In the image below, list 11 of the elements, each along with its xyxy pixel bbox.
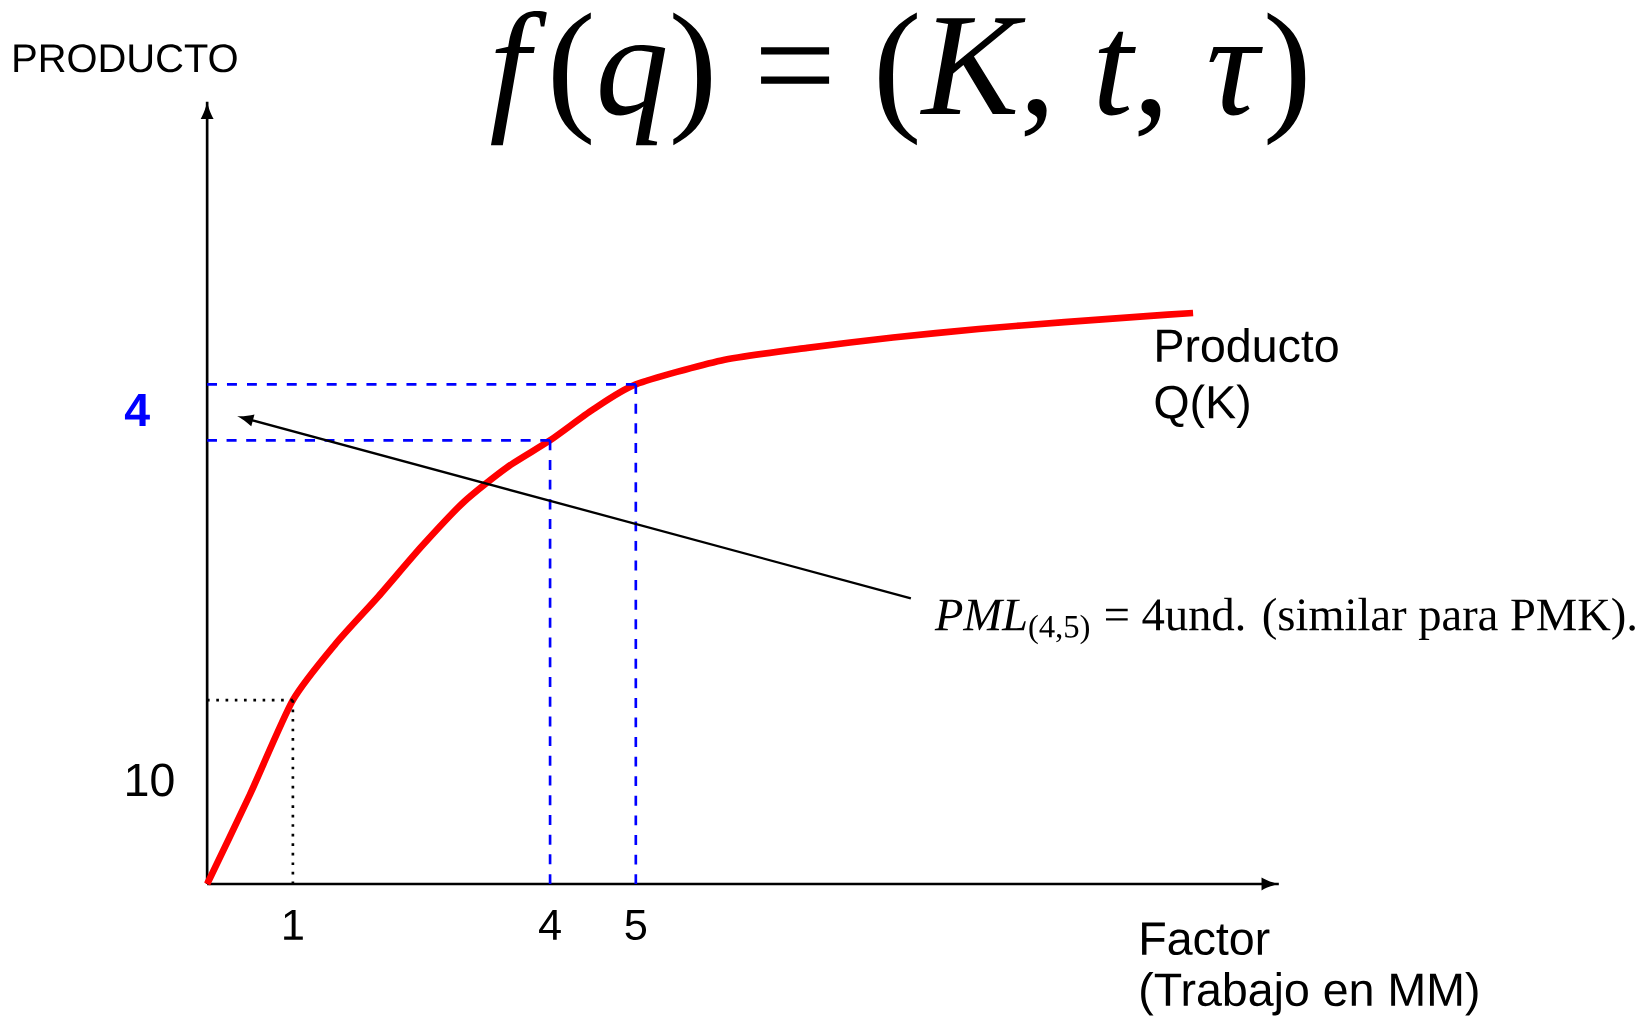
chart-title: f(q) = (K, t, τ) [490,10,1306,145]
series-label: Producto Q(K) [1155,327,1338,428]
text: PRODUCTO [14,43,237,73]
text: (Trabajo en MM) [1141,971,1478,1016]
x-tick-label: 4 [539,909,561,940]
annotation: PML$_{(4,5)}$ = 4und. (similar para PMK). [934,597,1635,645]
x-tick-label: 1 [284,909,303,940]
text: 4 [124,393,150,426]
x-axis-title: Factor [1142,922,1270,955]
text: 10 [127,763,174,797]
x-tick-label: 5 [625,909,647,940]
